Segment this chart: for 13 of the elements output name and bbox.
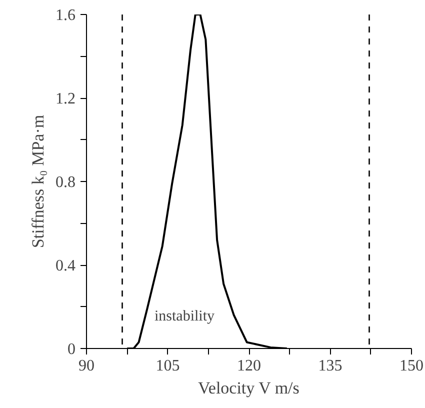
x-tick-label: 135 bbox=[318, 358, 342, 374]
y-tick-label: 1.2 bbox=[56, 90, 76, 108]
annotation: instability bbox=[154, 308, 215, 324]
x-tick-label: 120 bbox=[237, 358, 261, 374]
x-tick-label: 90 bbox=[78, 358, 94, 374]
y-axis-title: Stiffness k₀ MPa·m bbox=[28, 114, 48, 248]
y-tick-label: 0 bbox=[68, 341, 76, 358]
x-tick-label: 150 bbox=[400, 358, 424, 374]
x-tick-label: 105 bbox=[156, 358, 180, 374]
y-tick-label: 0.8 bbox=[56, 174, 76, 191]
x-axis-title: Velocity V m/s bbox=[198, 378, 300, 398]
y-tick-label: 0.4 bbox=[56, 258, 76, 274]
y-tick-label: 1.6 bbox=[56, 7, 76, 24]
